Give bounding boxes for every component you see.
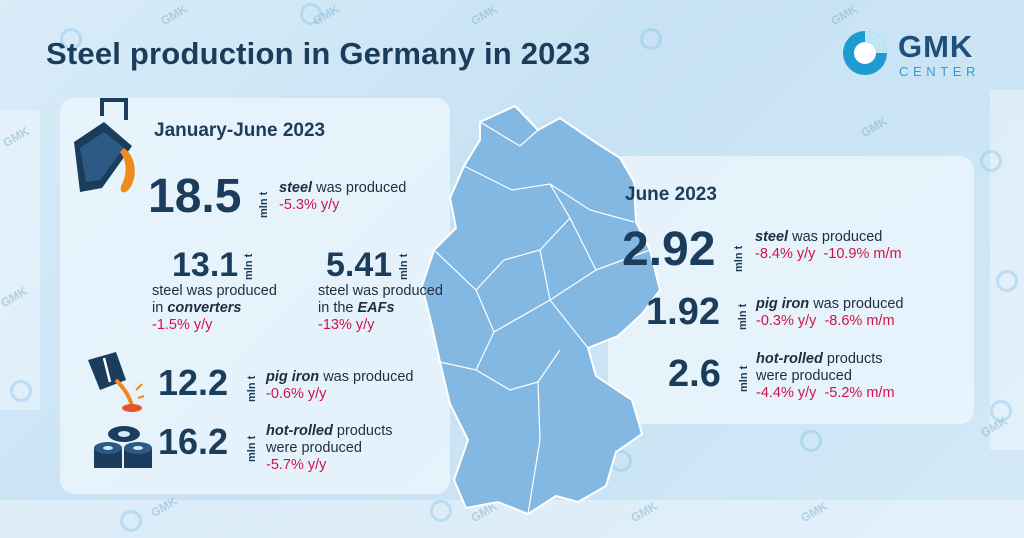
unit-label: mln t — [398, 253, 410, 280]
june-period: June 2023 — [625, 184, 717, 205]
pig-iron-pouring-icon — [88, 352, 145, 412]
logo-subtitle: CENTER — [899, 64, 981, 79]
half-year-steel-value: 18.5 — [148, 170, 242, 223]
june-panel — [608, 156, 974, 424]
june-hot-rolled-line2: were produced — [756, 368, 852, 384]
half-year-hot-rolled-value: 16.2 — [158, 421, 229, 462]
germany-map — [420, 104, 662, 516]
converters-change: -1.5% y/y — [152, 317, 213, 333]
converters-value: 13.1 — [172, 246, 239, 284]
half-year-steel-label: steel was produced — [279, 180, 407, 196]
june-hot-rolled-label: hot-rolled products — [756, 351, 883, 367]
june-hot-rolled-value: 2.6 — [668, 353, 721, 395]
june-steel-change: -8.4% y/y -10.9% m/m — [755, 246, 902, 262]
june-pig-iron-change: -0.3% y/y -8.6% m/m — [756, 313, 895, 329]
logo-name: GMK — [898, 29, 974, 64]
half-year-pig-iron-value: 12.2 — [158, 362, 229, 403]
eafs-line1: steel was produced — [318, 283, 443, 299]
june-steel-value: 2.92 — [622, 223, 716, 276]
logo: GMK CENTER — [842, 28, 992, 80]
june-pig-iron-label: pig iron was produced — [756, 296, 904, 312]
watermark: GMK — [858, 113, 890, 141]
june-pig-iron-value: 1.92 — [646, 291, 720, 333]
page-title: Steel production in Germany in 2023 — [46, 36, 591, 71]
watermark: GMK — [468, 1, 500, 29]
half-year-hot-rolled-change: -5.7% y/y — [266, 457, 327, 473]
eafs-value: 5.41 — [326, 246, 393, 284]
june-steel-label: steel was produced — [755, 229, 883, 245]
half-year-hot-rolled-label: hot-rolled products — [266, 423, 393, 439]
unit-label: mln t — [737, 303, 749, 330]
unit-label: mln t — [243, 253, 255, 280]
half-year-steel-change: -5.3% y/y — [279, 197, 340, 213]
unit-label: mln t — [246, 435, 258, 462]
converters-line1: steel was produced — [152, 283, 277, 299]
steel-coils-icon — [94, 426, 152, 468]
logo-mark-icon — [843, 31, 887, 75]
june-hot-rolled-change: -4.4% y/y -5.2% m/m — [756, 385, 895, 401]
half-year-hot-rolled-line2: were produced — [266, 440, 362, 456]
eafs-change: -13% y/y — [318, 317, 375, 333]
half-year-period: January-June 2023 — [154, 120, 326, 141]
unit-label: mln t — [738, 365, 750, 392]
converters-line2: in converters — [152, 300, 242, 316]
watermark: GMK — [828, 1, 860, 29]
half-year-pig-iron-label: pig iron was produced — [266, 369, 414, 385]
half-year-pig-iron-change: -0.6% y/y — [266, 386, 327, 402]
unit-label: mln t — [733, 245, 745, 272]
unit-label: mln t — [258, 191, 270, 218]
unit-label: mln t — [246, 375, 258, 402]
watermark: GMK — [158, 1, 190, 29]
ladle-pouring-icon — [74, 98, 135, 193]
eafs-line2: in the EAFs — [318, 300, 395, 316]
